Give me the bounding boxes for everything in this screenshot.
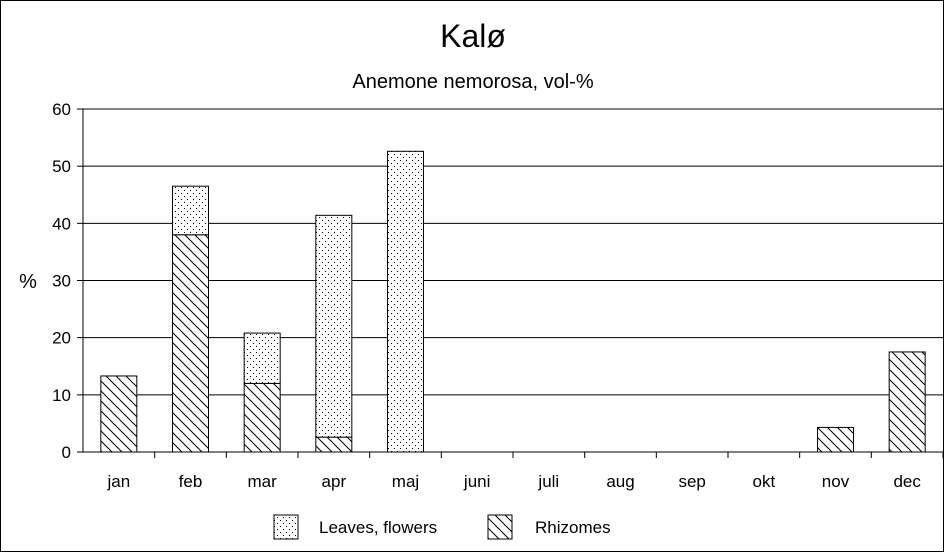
x-tick-label: aug <box>606 472 634 491</box>
x-tick-label: maj <box>392 472 419 491</box>
bar-rhizomes-apr <box>315 436 353 453</box>
bar-rhizomes-nov <box>817 426 854 453</box>
y-axis-label: % <box>19 271 37 293</box>
x-tick-label: okt <box>752 472 775 491</box>
legend: Leaves, flowers Rhizomes <box>273 514 611 540</box>
bar-rhizomes-dec <box>888 351 926 453</box>
bar-leaves-flowers-mar <box>243 332 281 384</box>
x-tick-label: dec <box>893 472 921 491</box>
x-tick-label: feb <box>179 472 203 491</box>
legend-label: Leaves, flowers <box>319 518 437 537</box>
legend-label: Rhizomes <box>535 518 611 537</box>
x-tick-label: juli <box>537 472 559 491</box>
bar-leaves-flowers-feb <box>172 185 209 236</box>
y-tick-label: 60 <box>52 100 71 119</box>
bar-rhizomes-feb <box>172 234 209 453</box>
x-tick-label: nov <box>822 472 850 491</box>
bar-leaves-flowers-maj <box>387 150 424 453</box>
bar-layer <box>100 150 926 453</box>
bar-rhizomes-jan <box>100 375 138 453</box>
x-tick-label: jan <box>106 472 130 491</box>
grid-layer <box>83 108 943 396</box>
y-tick-label: 50 <box>52 157 71 176</box>
y-tick-label: 40 <box>52 214 71 233</box>
x-tick-label: juni <box>463 472 490 491</box>
y-tick-label: 20 <box>52 329 71 348</box>
x-tick-label: sep <box>678 472 705 491</box>
chart-title: Kalø <box>440 18 506 54</box>
bar-rhizomes-mar <box>243 382 281 453</box>
y-tick-label: 30 <box>52 272 71 291</box>
x-tick-label: mar <box>248 472 278 491</box>
chart-subtitle: Anemone nemorosa, vol-% <box>352 71 593 93</box>
x-tick-label: apr <box>322 472 347 491</box>
y-tick-label: 0 <box>62 443 71 462</box>
bar-leaves-flowers-apr <box>315 214 353 438</box>
legend-swatch <box>487 514 513 540</box>
legend-swatch <box>273 514 299 540</box>
y-tick-label: 10 <box>52 386 71 405</box>
axis-layer: 0 10 20 30 40 50 60 jan feb mar apr maj juni juli aug s… <box>52 100 944 491</box>
